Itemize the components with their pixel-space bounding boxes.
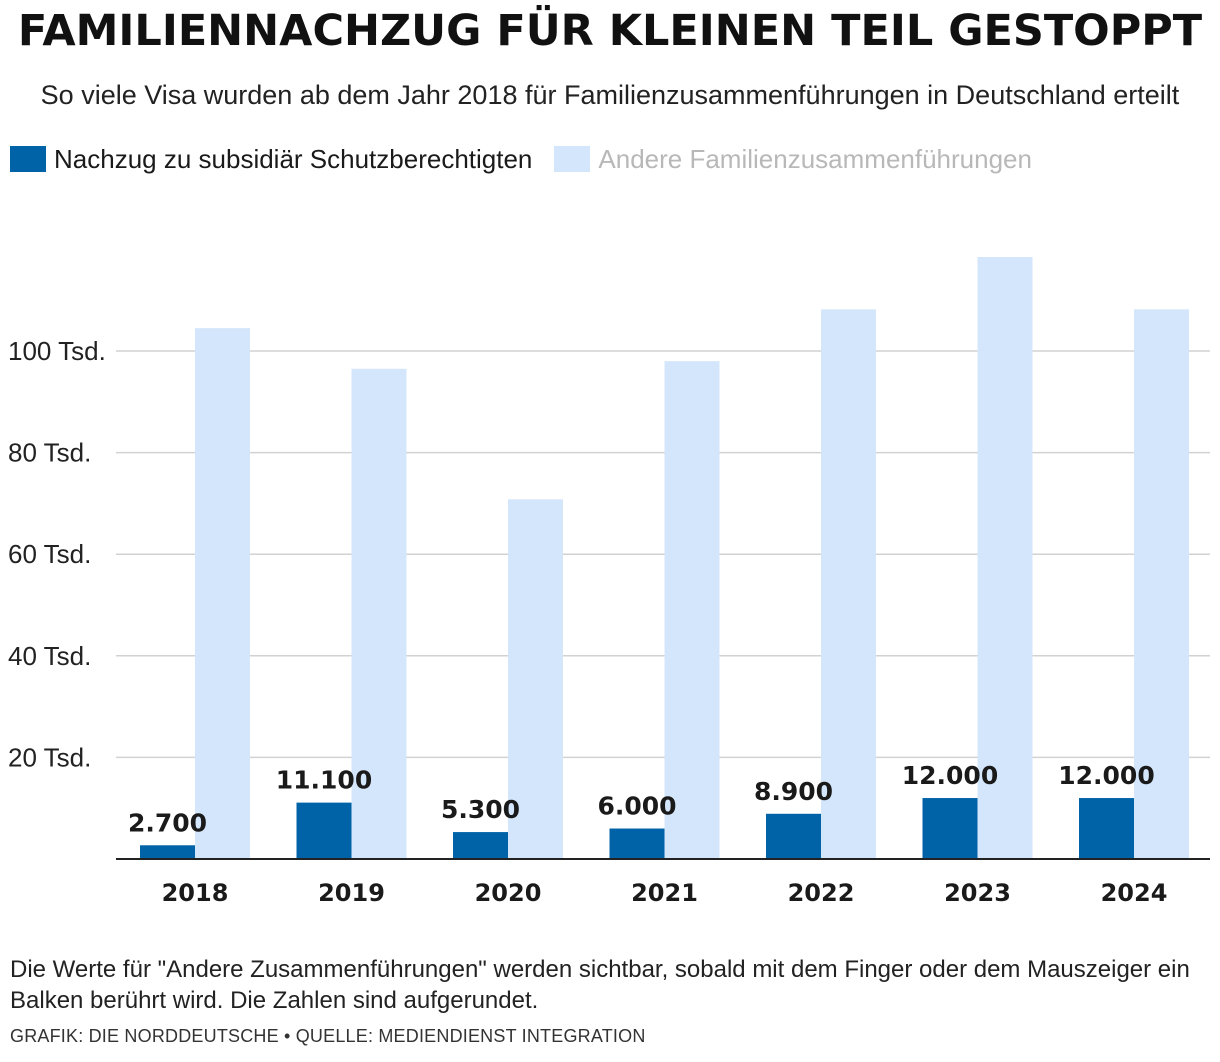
bar-subsidiaer[interactable] [296, 802, 352, 859]
bar-subsidiaer[interactable] [1079, 798, 1134, 859]
data-label: 2.700 [128, 808, 207, 837]
data-label: 11.100 [276, 766, 372, 795]
chart-subtitle: So viele Visa wurden ab dem Jahr 2018 fü… [40, 80, 1180, 110]
bar-andere[interactable] [351, 368, 407, 859]
bar-andere[interactable] [977, 257, 1033, 859]
x-tick-label: 2022 [788, 879, 855, 907]
legend-item-andere[interactable]: Andere Familienzusammenführungen [554, 144, 1032, 175]
legend: Nachzug zu subsidiär Schutzberechtigten … [10, 142, 1054, 176]
y-tick-label: 60 Tsd. [8, 539, 91, 569]
x-tick-label: 2024 [1101, 879, 1168, 907]
x-tick-label: 2021 [631, 879, 698, 907]
data-label: 6.000 [597, 792, 676, 821]
legend-swatch-andere [554, 146, 591, 172]
y-tick-label: 40 Tsd. [8, 641, 91, 671]
chart-title: FAMILIENNACHZUG FÜR KLEINEN TEIL GESTOPP… [17, 6, 1203, 56]
x-tick-label: 2018 [162, 879, 229, 907]
bar-subsidiaer[interactable] [453, 832, 508, 859]
y-tick-label: 100 Tsd. [8, 336, 106, 366]
legend-swatch-subsidiaer [10, 146, 46, 172]
bar-andere[interactable] [195, 328, 250, 859]
data-label: 12.000 [902, 761, 998, 790]
data-label: 5.300 [441, 795, 520, 824]
source-credit: GRAFIK: DIE NORDDEUTSCHE • QUELLE: MEDIE… [10, 1026, 646, 1046]
x-tick-label: 2019 [318, 879, 385, 907]
bar-subsidiaer[interactable] [766, 813, 821, 859]
y-tick-label: 80 Tsd. [8, 438, 91, 468]
bar-andere[interactable] [508, 499, 563, 859]
bar-subsidiaer[interactable] [609, 828, 665, 859]
bar-andere[interactable] [664, 361, 720, 859]
data-label: 8.900 [754, 777, 833, 806]
bar-subsidiaer[interactable] [922, 798, 978, 859]
footnote: Die Werte für "Andere Zusammenführungen"… [10, 956, 1190, 1014]
data-label: 12.000 [1058, 761, 1154, 790]
bar-andere[interactable] [821, 309, 876, 859]
x-tick-label: 2023 [944, 879, 1011, 907]
bar-chart: 20 Tsd. 40 Tsd. 60 Tsd. 80 Tsd. 100 Tsd. 2.70… [8, 257, 1210, 907]
x-tick-label: 2020 [475, 879, 542, 907]
bar-andere[interactable] [1134, 309, 1189, 859]
y-tick-label: 20 Tsd. [8, 742, 91, 772]
legend-item-subsidiaer[interactable]: Nachzug zu subsidiär Schutzberechtigten [10, 144, 532, 175]
legend-label-subsidiaer: Nachzug zu subsidiär Schutzberechtigten [54, 143, 533, 174]
bar-subsidiaer[interactable] [140, 845, 195, 859]
legend-label-andere: Andere Familienzusammenführungen [598, 143, 1032, 174]
